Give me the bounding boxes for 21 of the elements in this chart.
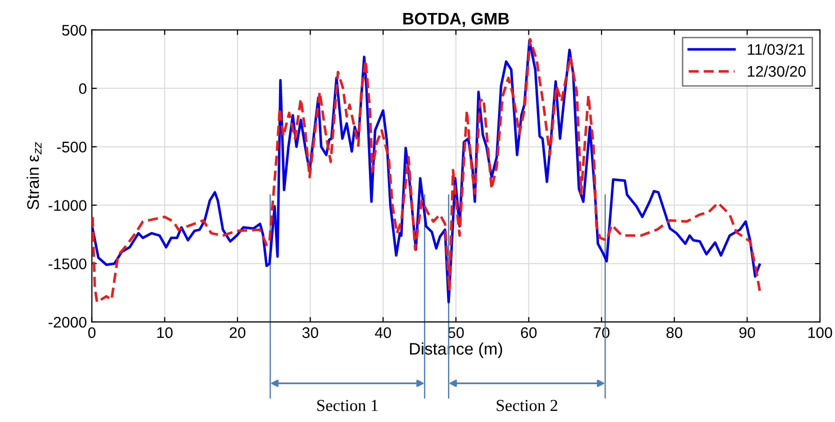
y-tick-label: 500 (62, 24, 86, 36)
y-tick-label: -1500 (48, 258, 86, 270)
y-axis-title: Strain ε$_{zz}$ (26, 142, 42, 210)
x-tick-label: 30 (302, 327, 318, 338)
text: Section 1 (317, 400, 378, 412)
legend-label: 12/30/20 (748, 66, 806, 77)
x-tick-label: 0 (88, 327, 96, 338)
text: Section 2 (496, 400, 558, 412)
y-tick-label: -500 (57, 142, 86, 152)
x-tick-label: 20 (230, 327, 246, 338)
y-tick-label: -2000 (48, 316, 86, 328)
y-tick-label: 0 (79, 83, 86, 94)
x-tick-label: 40 (374, 327, 391, 338)
x-tick-label: 10 (157, 327, 173, 338)
legend-label: 11/03/21 (748, 44, 804, 55)
y-tick-label: -1000 (48, 200, 86, 211)
chart-title: BOTDA, GMB (403, 12, 509, 27)
x-tick-label: 80 (666, 327, 682, 338)
x-tick-label: 90 (739, 327, 756, 338)
x-tick-label: 100 (808, 327, 832, 338)
x-tick-label: 60 (521, 327, 537, 338)
